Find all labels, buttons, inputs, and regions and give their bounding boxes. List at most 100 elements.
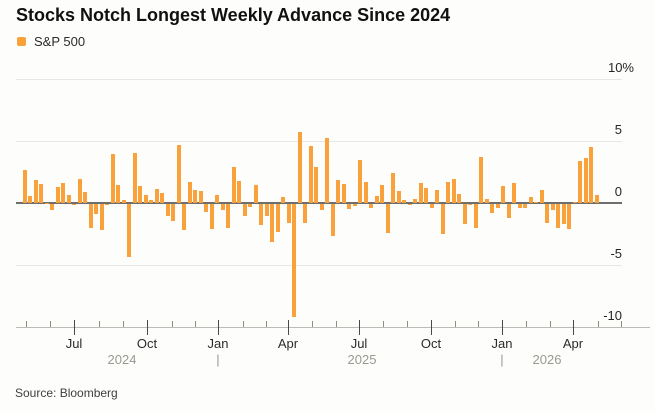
bar — [116, 185, 120, 203]
bar — [105, 204, 109, 205]
bar — [33, 180, 38, 203]
bar — [341, 184, 346, 203]
bar — [259, 204, 263, 225]
bar — [66, 195, 71, 203]
x-month-label: Apr — [562, 336, 584, 351]
bar — [132, 153, 137, 203]
x-minor-tick — [621, 321, 622, 327]
bar — [182, 204, 186, 230]
bar — [314, 166, 318, 203]
legend-swatch-icon — [17, 36, 26, 46]
x-year-label: 2024 — [107, 352, 137, 367]
x-major-tick — [502, 320, 503, 335]
x-month-label: Jan — [207, 336, 229, 351]
x-minor-tick — [525, 321, 527, 327]
bar — [270, 204, 274, 243]
bar — [149, 200, 153, 203]
bar — [231, 166, 236, 203]
bar — [352, 204, 357, 206]
bar — [490, 204, 494, 213]
bar — [528, 197, 533, 203]
bar — [451, 179, 456, 203]
bar — [407, 204, 412, 206]
x-major-tick — [288, 320, 289, 335]
bar — [319, 204, 324, 210]
bar — [363, 181, 368, 203]
x-axis-line — [16, 327, 650, 328]
x-month-label: Oct — [420, 336, 442, 351]
bar — [589, 147, 593, 203]
x-year-label: | — [500, 352, 504, 367]
bar — [22, 169, 27, 203]
bar — [138, 186, 142, 203]
bar — [237, 181, 241, 203]
bar — [550, 204, 555, 211]
x-month-label: Jan — [491, 336, 513, 351]
bar — [286, 204, 291, 223]
x-year-label: 2026 — [532, 352, 562, 367]
bar — [561, 204, 566, 224]
x-minor-tick — [50, 321, 51, 327]
bar — [578, 160, 582, 203]
bar — [385, 204, 390, 234]
bar — [523, 204, 527, 208]
bar — [572, 202, 577, 203]
bar — [297, 132, 302, 203]
bar — [275, 204, 280, 233]
bar — [88, 204, 93, 229]
x-minor-tick — [194, 321, 196, 327]
bar — [446, 181, 450, 203]
x-major-tick — [147, 320, 148, 335]
bar — [50, 204, 54, 211]
bar — [72, 204, 76, 205]
bar — [567, 204, 571, 229]
bar — [413, 198, 417, 203]
bar — [594, 194, 599, 203]
bar — [193, 189, 197, 203]
bar — [380, 184, 384, 203]
legend: S&P 500 — [17, 34, 85, 49]
bar — [28, 196, 32, 203]
bar — [292, 204, 296, 317]
bar — [347, 204, 351, 209]
y-axis-label: 10% — [607, 60, 634, 75]
bar — [264, 204, 269, 217]
x-minor-tick — [265, 321, 267, 327]
bar — [484, 199, 489, 203]
bar — [99, 204, 104, 230]
zero-line — [16, 202, 622, 204]
bar — [209, 204, 214, 229]
gridline — [16, 79, 622, 80]
bar — [545, 204, 549, 223]
y-axis-label: 0 — [614, 184, 622, 199]
x-minor-tick — [25, 321, 27, 327]
bar — [583, 158, 588, 203]
bar — [369, 204, 373, 208]
bar — [468, 204, 472, 205]
bar — [281, 196, 285, 203]
x-minor-tick — [242, 321, 244, 327]
bar — [358, 160, 362, 203]
bar — [303, 204, 307, 223]
bar — [160, 192, 164, 203]
bar — [143, 195, 148, 203]
bar — [517, 204, 522, 209]
x-minor-tick — [335, 321, 337, 327]
x-month-label: Jul — [350, 336, 368, 351]
bar — [429, 204, 434, 208]
gridline — [16, 141, 622, 142]
bar — [121, 200, 126, 203]
bar — [457, 194, 461, 203]
bar — [473, 204, 478, 229]
x-major-tick — [573, 320, 574, 335]
bar — [215, 194, 219, 203]
bar — [534, 201, 538, 203]
bar — [396, 191, 401, 203]
bar — [556, 204, 560, 229]
x-minor-tick — [123, 321, 124, 327]
bar — [512, 183, 516, 203]
bar — [418, 183, 423, 203]
bar — [154, 189, 159, 203]
bar — [55, 186, 60, 203]
bar — [127, 204, 131, 257]
